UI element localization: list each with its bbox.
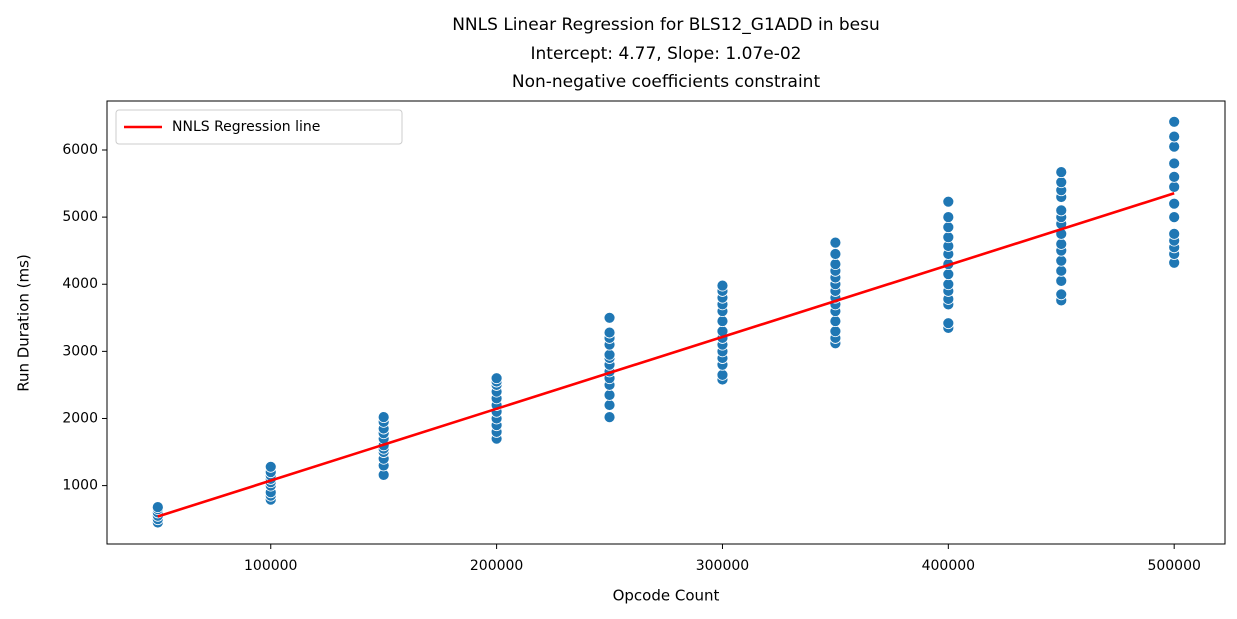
point: [1055, 166, 1068, 179]
point: [942, 195, 955, 208]
point: [829, 315, 842, 328]
point: [1168, 227, 1181, 240]
chart-subtitle: Intercept: 4.77, Slope: 1.07e-02: [531, 44, 802, 64]
regression-line: [157, 192, 1175, 518]
point: [829, 236, 842, 249]
point: [377, 411, 390, 424]
chart-title: NNLS Linear Regression for BLS12_G1ADD i…: [452, 15, 880, 35]
y-tick-label: 5000: [62, 209, 98, 225]
point: [1055, 238, 1068, 250]
point: [942, 231, 955, 244]
point: [1055, 204, 1068, 217]
point: [151, 501, 164, 513]
x-tick-label: 200000: [470, 558, 523, 574]
legend-label: NNLS Regression line: [172, 119, 320, 135]
point: [716, 315, 729, 328]
point: [829, 325, 842, 338]
point: [942, 221, 955, 234]
point: [1168, 181, 1181, 193]
point: [1168, 140, 1181, 153]
y-tick-label: 2000: [62, 410, 98, 426]
point: [1168, 157, 1181, 170]
x-tick-label: 100000: [244, 558, 297, 574]
point: [1055, 274, 1068, 287]
point: [716, 368, 729, 381]
point: [942, 317, 955, 330]
chart-subtitle: Non-negative coefficients constraint: [512, 72, 821, 92]
point: [1055, 254, 1068, 267]
point: [603, 411, 616, 424]
point: [1055, 264, 1068, 277]
point: [490, 372, 503, 385]
point: [1168, 170, 1181, 183]
legend-box: [115, 109, 403, 145]
point: [603, 389, 616, 401]
point: [603, 326, 616, 339]
point: [264, 460, 277, 473]
point: [1168, 197, 1181, 210]
x-axis-label: Opcode Count: [613, 587, 720, 605]
point: [942, 278, 955, 291]
point: [716, 279, 729, 292]
point: [942, 211, 955, 224]
point: [1055, 288, 1068, 301]
point: [829, 258, 842, 271]
point: [603, 348, 616, 361]
point: [1168, 211, 1181, 224]
x-tick-label: 300000: [696, 558, 749, 574]
x-tick-label: 500000: [1147, 558, 1200, 574]
point: [1168, 115, 1181, 128]
y-tick-label: 4000: [62, 276, 98, 292]
y-tick-label: 1000: [62, 478, 98, 494]
point: [942, 268, 955, 281]
point: [603, 311, 616, 324]
y-tick-label: 3000: [62, 343, 98, 359]
y-tick-label: 6000: [62, 142, 98, 158]
point: [829, 248, 842, 260]
point: [603, 399, 616, 411]
x-tick-label: 400000: [922, 558, 975, 574]
plot-frame: [106, 100, 1226, 545]
point: [1055, 176, 1068, 189]
y-axis-label: Run Duration (ms): [15, 254, 33, 392]
point: [1168, 130, 1181, 143]
